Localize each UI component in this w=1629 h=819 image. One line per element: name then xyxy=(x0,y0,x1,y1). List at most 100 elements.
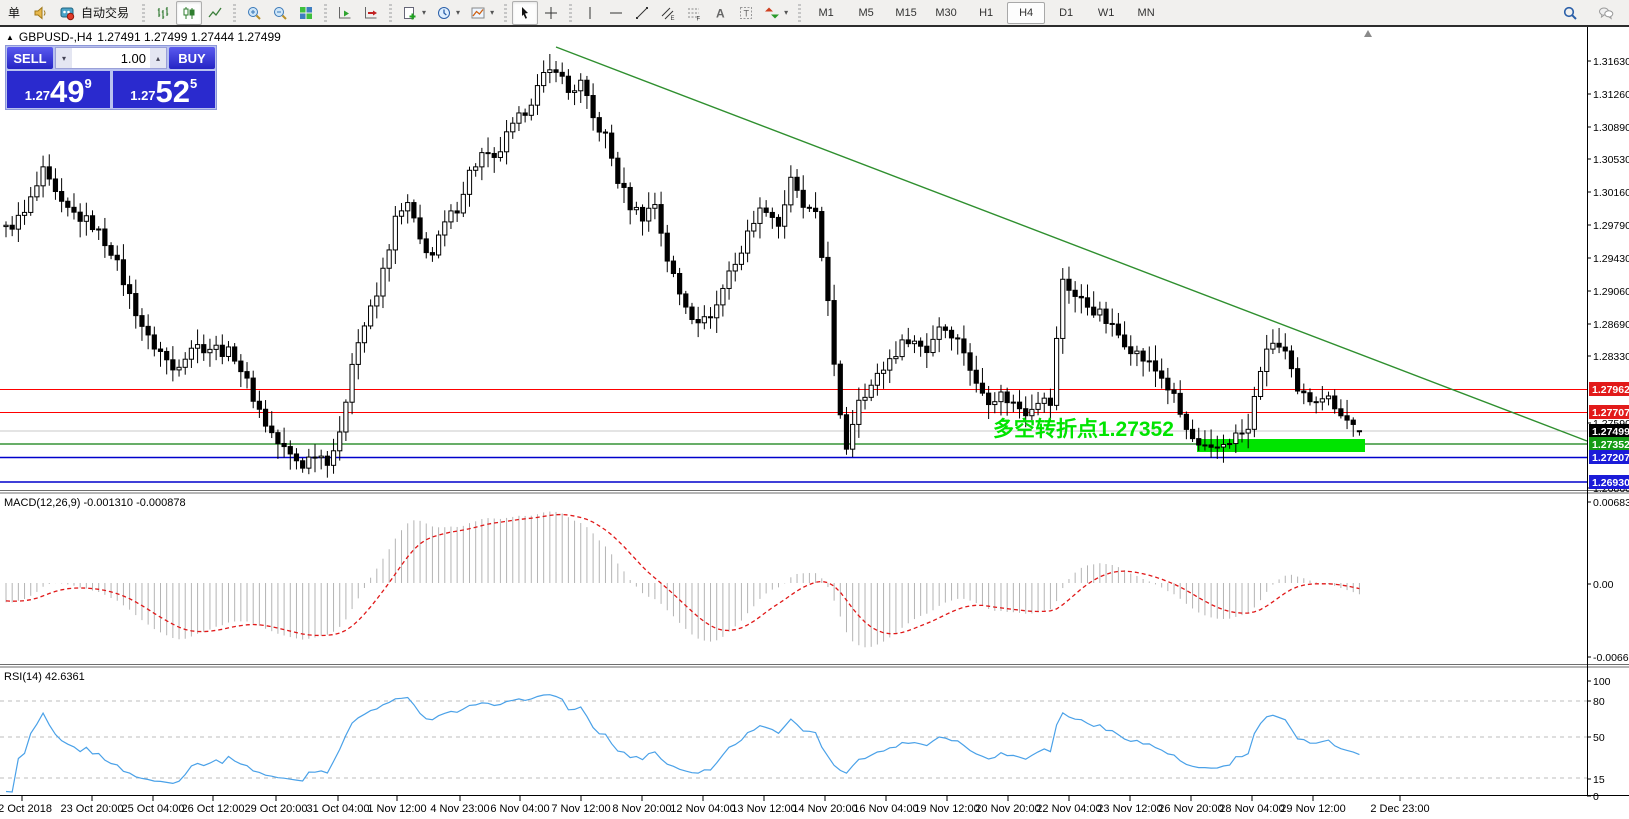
volume-down-button[interactable]: ▾ xyxy=(56,48,72,68)
candle-body xyxy=(423,238,429,254)
candle-body xyxy=(880,369,887,374)
horizontal-level-lines[interactable] xyxy=(0,389,1587,483)
time-tick-label: 19 Nov 12:00 xyxy=(914,803,979,815)
scroll-to-latest-marker[interactable] xyxy=(1364,30,1372,37)
cursor-button[interactable] xyxy=(512,0,539,25)
candle-body xyxy=(89,215,96,231)
volume-input[interactable]: 1.00 xyxy=(120,50,146,66)
text-button[interactable]: A xyxy=(707,1,733,25)
volume-up-button[interactable]: ▴ xyxy=(150,48,166,68)
collapse-ohlc-icon[interactable]: ▲ xyxy=(6,32,14,42)
candle-body xyxy=(219,344,225,357)
indicator-axes[interactable]: 0.006831 0.00 -0.006624 100 80 50 15 0 xyxy=(1587,497,1629,803)
candle-body xyxy=(621,182,627,188)
candle-body xyxy=(769,211,775,218)
new-order-button[interactable]: 单 xyxy=(0,1,28,25)
time-tick-label: 29 Oct 20:00 xyxy=(245,803,308,815)
chat-icon[interactable] xyxy=(1593,1,1619,25)
candle-body xyxy=(361,325,368,344)
equidistant-channel-button[interactable]: E xyxy=(655,1,681,25)
toolbar-grip[interactable] xyxy=(504,3,508,22)
new-chart-button[interactable]: ▾ xyxy=(397,1,431,25)
candle-body xyxy=(497,151,503,158)
line-chart-button[interactable] xyxy=(202,1,228,25)
toolbar-grip[interactable] xyxy=(798,3,802,22)
auto-scroll-button[interactable] xyxy=(332,1,358,25)
candle-body xyxy=(998,391,1004,403)
pivot-annotation-text[interactable]: 多空转折点1.27352 xyxy=(993,417,1174,441)
candle-body xyxy=(924,345,930,354)
candle-body xyxy=(677,272,683,295)
candle-body xyxy=(757,207,763,224)
toolbar-grip[interactable] xyxy=(324,3,328,22)
autotrading-button[interactable]: 自动交易 xyxy=(54,1,137,25)
candlestick-chart-button[interactable] xyxy=(176,0,203,25)
candle-body xyxy=(355,342,361,365)
timeframe-M5[interactable]: M5 xyxy=(858,6,874,19)
timeframe-M1[interactable]: M1 xyxy=(818,6,834,19)
candle-body xyxy=(1350,419,1356,425)
arrows-button[interactable]: ▾ xyxy=(759,1,793,25)
periods-clock-button[interactable]: ▾ xyxy=(431,1,465,25)
crosshair-button[interactable] xyxy=(538,1,564,25)
time-tick-label: 26 Oct 12:00 xyxy=(182,803,245,815)
sell-price-display[interactable]: 1.27 49 9 xyxy=(7,71,110,108)
vertical-line-button[interactable] xyxy=(577,1,603,25)
timeframe-H1[interactable]: H1 xyxy=(979,6,994,19)
price-badge xyxy=(1589,405,1629,419)
chart-shift-button[interactable] xyxy=(358,1,384,25)
candle-body xyxy=(460,193,466,214)
timeframe-MN[interactable]: MN xyxy=(1137,6,1155,19)
svg-text:A: A xyxy=(716,6,725,20)
timeframe-H4[interactable]: H4 xyxy=(1007,1,1046,24)
timeframe-M30[interactable]: M30 xyxy=(935,6,957,19)
toolbar-grip[interactable] xyxy=(233,3,237,22)
candle-body xyxy=(349,363,355,403)
price-axis[interactable]: 1.31630 1.31260 1.30890 1.30530 1.30160 1.297… xyxy=(1587,56,1629,495)
zoom-out-button[interactable] xyxy=(267,1,293,25)
timeframe-D1[interactable]: D1 xyxy=(1059,6,1074,19)
fibonacci-button[interactable]: F xyxy=(681,1,707,25)
time-tick-label: 8 Nov 20:00 xyxy=(612,803,671,815)
candle-body xyxy=(34,185,40,198)
toolbar-grip[interactable] xyxy=(569,3,573,22)
bar-chart-button[interactable] xyxy=(150,1,176,25)
rsi-axis-label: 15 xyxy=(1593,774,1605,786)
candle-body xyxy=(157,348,164,352)
symbol-period-label: GBPUSD-,H4 xyxy=(18,30,93,44)
timeframe-M15[interactable]: M15 xyxy=(895,6,917,19)
horizontal-line-button[interactable] xyxy=(603,1,629,25)
candle-body xyxy=(1239,432,1245,435)
candle-body xyxy=(899,339,905,358)
tile-windows-button[interactable] xyxy=(293,1,319,25)
candle-body xyxy=(658,204,664,234)
candle-body xyxy=(738,252,745,265)
toolbar-grip[interactable] xyxy=(389,3,393,22)
time-tick-label: 26 Nov 20:00 xyxy=(1158,803,1223,815)
candle-body xyxy=(194,344,201,349)
candle-body xyxy=(1288,350,1295,370)
alerts-speaker-icon[interactable] xyxy=(28,1,54,25)
pivot-zone-rectangle[interactable] xyxy=(1197,439,1365,452)
trendline-button[interactable] xyxy=(629,1,655,25)
text-label-button[interactable]: T xyxy=(733,1,759,25)
buy-button[interactable]: BUY xyxy=(169,47,215,69)
price-badge xyxy=(1589,382,1629,396)
candle-body xyxy=(1196,438,1202,446)
zoom-in-button[interactable] xyxy=(241,1,267,25)
descending-trendline[interactable] xyxy=(555,46,1588,442)
toolbar-grip[interactable] xyxy=(142,3,146,22)
candle-body xyxy=(1208,444,1214,448)
candle-body xyxy=(1295,368,1301,392)
candle-body xyxy=(516,112,522,124)
rsi-axis-label: 80 xyxy=(1593,696,1605,708)
buy-price-display[interactable]: 1.27 52 5 xyxy=(112,71,215,108)
macd-axis-label: 0.006831 xyxy=(1593,497,1629,509)
timeframe-W1[interactable]: W1 xyxy=(1097,6,1115,19)
templates-button[interactable]: ▾ xyxy=(465,1,499,25)
svg-text:T: T xyxy=(744,8,750,18)
search-icon[interactable] xyxy=(1557,1,1583,25)
sell-button[interactable]: SELL xyxy=(7,47,53,69)
